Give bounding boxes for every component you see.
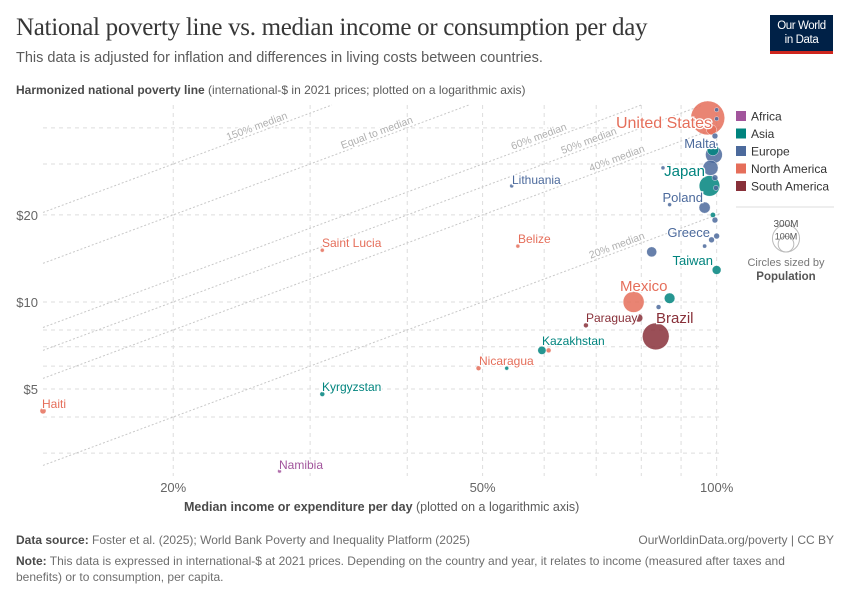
y-axis-label: Harmonized national poverty line (intern… bbox=[16, 83, 526, 97]
x-tick-label: 20% bbox=[160, 480, 186, 495]
legend-swatch[interactable] bbox=[736, 181, 746, 191]
point-label: Brazil bbox=[656, 310, 694, 327]
legend-item-label[interactable]: South America bbox=[751, 180, 829, 194]
chart-subtitle: This data is adjusted for inflation and … bbox=[16, 50, 543, 66]
point-label: United States bbox=[616, 115, 712, 132]
data-point bbox=[545, 347, 552, 354]
data-point bbox=[320, 248, 325, 253]
data-point bbox=[710, 212, 716, 218]
data-source-text: Foster et al. (2025); World Bank Poverty… bbox=[88, 533, 470, 547]
y-tick-label: $5 bbox=[24, 382, 38, 397]
data-point bbox=[711, 132, 719, 140]
data-point bbox=[711, 174, 719, 181]
data-point bbox=[655, 304, 662, 310]
legend-swatch[interactable] bbox=[736, 111, 746, 121]
point-label: Mexico bbox=[620, 278, 668, 295]
point-label: Belize bbox=[518, 232, 551, 246]
x-axis-label-rest: (plotted on a logarithmic axis) bbox=[412, 500, 580, 514]
point-label: Kazakhstan bbox=[542, 334, 605, 348]
logo-line-2: in Data bbox=[784, 34, 819, 46]
size-legend-value: 100M bbox=[775, 231, 798, 241]
size-legend-circle bbox=[777, 235, 795, 253]
owid-logo[interactable]: Our World in Data bbox=[770, 15, 833, 54]
reference-line bbox=[42, 104, 704, 351]
y-axis-label-bold: Harmonized national poverty line bbox=[16, 83, 205, 97]
legend-item-label[interactable]: North America bbox=[751, 162, 827, 176]
size-legend-variable: Population bbox=[756, 271, 815, 283]
note-text: This data is expressed in international-… bbox=[16, 554, 785, 584]
point-label: Kyrgyzstan bbox=[322, 380, 381, 394]
point-label: Paraguay bbox=[586, 311, 637, 325]
data-point bbox=[504, 365, 509, 371]
point-label: Haiti bbox=[42, 397, 66, 411]
chart-title: National poverty line vs. median income … bbox=[16, 14, 648, 41]
reference-line bbox=[42, 213, 721, 466]
legend-item-label[interactable]: Asia bbox=[751, 127, 775, 141]
data-point bbox=[713, 142, 719, 147]
data-point bbox=[706, 124, 717, 136]
data-point bbox=[714, 116, 719, 122]
data-point bbox=[702, 160, 719, 176]
data-point bbox=[667, 202, 672, 207]
data-point bbox=[515, 243, 521, 249]
data-point bbox=[664, 292, 676, 304]
data-point bbox=[660, 165, 666, 171]
data-point bbox=[702, 243, 707, 249]
data-point bbox=[713, 185, 719, 191]
data-source: Data source: Foster et al. (2025); World… bbox=[16, 533, 470, 547]
point-label: Nicaragua bbox=[479, 354, 534, 368]
size-legend-caption: Circles sized by bbox=[747, 257, 825, 269]
point-label: Malta bbox=[684, 136, 717, 151]
source-url-link[interactable]: OurWorldinData.org/poverty | CC BY bbox=[638, 533, 834, 547]
note: Note: This data is expressed in internat… bbox=[16, 553, 826, 585]
x-tick-label: 100% bbox=[700, 480, 734, 495]
data-point bbox=[712, 265, 722, 275]
point-label: Namibia bbox=[279, 458, 323, 472]
legend-swatch[interactable] bbox=[736, 128, 746, 139]
legend-item-label[interactable]: Africa bbox=[751, 110, 782, 124]
point-label: Poland bbox=[663, 190, 703, 205]
x-axis-label: Median income or expenditure per day (pl… bbox=[184, 500, 579, 514]
data-point bbox=[622, 291, 645, 313]
data-point bbox=[711, 216, 719, 224]
legend-item-label[interactable]: Europe bbox=[751, 145, 790, 159]
logo-line-1: Our World bbox=[777, 20, 826, 32]
note-label: Note: bbox=[16, 554, 47, 568]
data-point bbox=[713, 232, 720, 240]
reference-line-label: Equal to median bbox=[339, 114, 414, 152]
x-tick-label: 50% bbox=[470, 480, 496, 495]
point-label: Saint Lucia bbox=[322, 236, 382, 250]
data-point bbox=[714, 107, 719, 113]
x-axis-label-bold: Median income or expenditure per day bbox=[184, 500, 413, 514]
legend-swatch[interactable] bbox=[736, 163, 746, 174]
data-point bbox=[39, 407, 47, 415]
data-point bbox=[634, 313, 643, 323]
data-point bbox=[706, 143, 719, 156]
data-source-label: Data source: bbox=[16, 533, 89, 547]
data-point bbox=[509, 183, 514, 189]
data-point bbox=[475, 365, 482, 371]
data-point bbox=[698, 201, 711, 214]
data-point bbox=[708, 236, 715, 243]
reference-line bbox=[42, 104, 333, 213]
data-point bbox=[277, 468, 282, 474]
reference-line bbox=[42, 126, 721, 379]
y-tick-label: $20 bbox=[16, 208, 38, 223]
legend-swatch[interactable] bbox=[736, 146, 746, 156]
y-tick-label: $10 bbox=[16, 295, 38, 310]
y-axis-label-rest: (international-$ in 2021 prices; plotted… bbox=[204, 83, 526, 97]
data-point bbox=[642, 322, 670, 350]
point-label: Taiwan bbox=[673, 253, 713, 268]
data-point bbox=[646, 246, 657, 258]
point-label: Greece bbox=[667, 225, 710, 240]
reference-line-label: 50% median bbox=[560, 125, 619, 157]
size-legend-value: 300M bbox=[773, 219, 798, 230]
data-point bbox=[583, 322, 589, 328]
point-label: Lithuania bbox=[512, 173, 561, 187]
data-point bbox=[319, 391, 325, 397]
point-label: Japan bbox=[664, 163, 705, 180]
reference-line-label: 150% median bbox=[225, 110, 290, 144]
